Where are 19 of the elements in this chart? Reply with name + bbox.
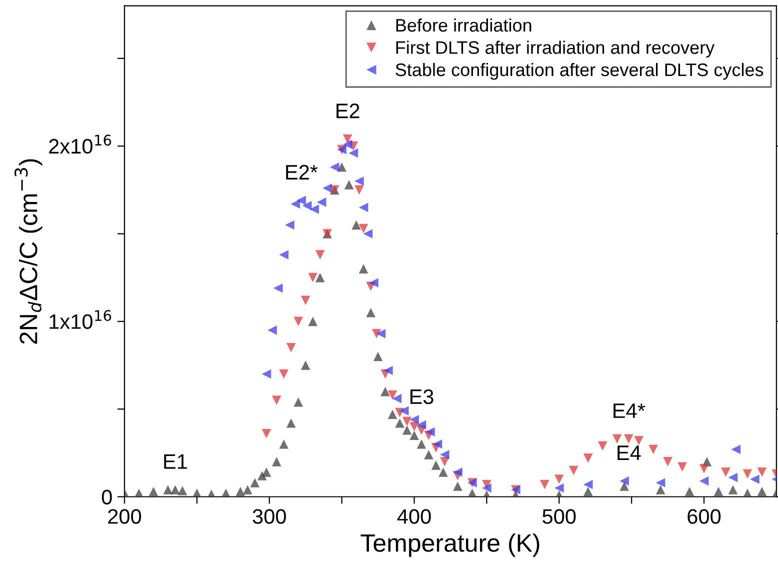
x-tick-label: 400 — [397, 509, 431, 524]
annotation: E2* — [286, 164, 318, 180]
legend-label: Before irradiation — [396, 18, 532, 32]
annotation: E4* — [614, 404, 646, 418]
y-tick-label: 0 — [102, 490, 112, 505]
y-tick-label: 1x10$^{16}$ — [50, 310, 112, 330]
x-tick-label: 500 — [542, 509, 576, 524]
x-tick-label: 600 — [688, 509, 721, 524]
y-axis-title: 2N$_{d}$ΔC/C (cm$^{−3}$) — [14, 159, 42, 344]
legend-label: First DLTS after irradiation and recovery — [396, 40, 715, 58]
legend-label: Stable configuration after several DLTS cycles — [396, 62, 764, 80]
annotation: E3 — [410, 389, 434, 404]
x-tick-label: 200 — [108, 509, 142, 524]
x-tick-label: 300 — [252, 509, 286, 524]
annotation: E4 — [618, 446, 641, 460]
annotation: E2 — [336, 104, 360, 118]
x-axis-title: Temperature (K) — [360, 534, 540, 557]
annotation: E1 — [164, 454, 187, 469]
y-tick-label: 2x10$^{16}$ — [49, 134, 112, 154]
